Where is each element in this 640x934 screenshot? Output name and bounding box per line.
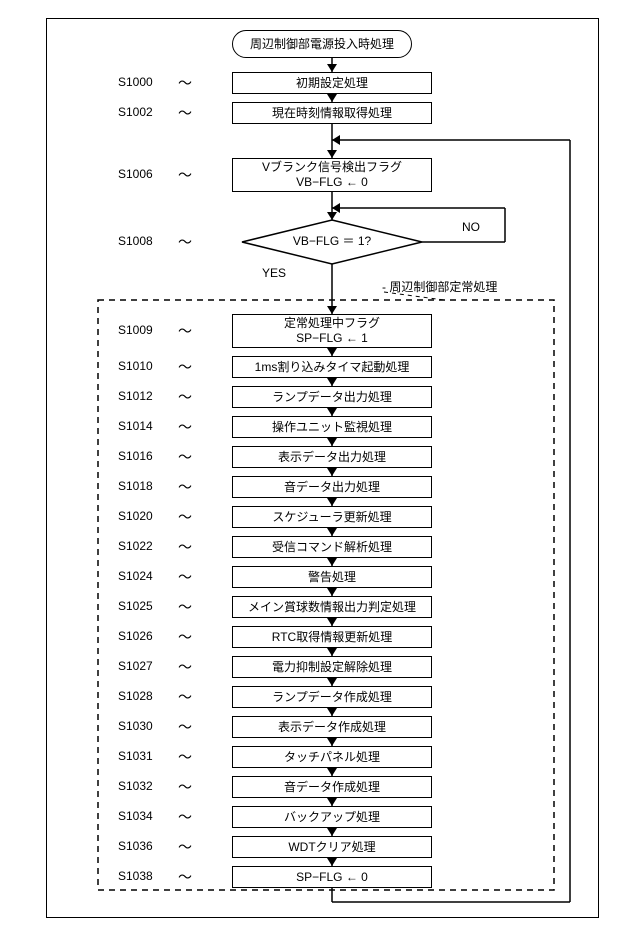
decision-no-label: NO [462, 220, 480, 234]
tilde-S1028: ～ [178, 687, 192, 707]
step-S1031: タッチパネル処理 [232, 746, 432, 768]
step-S1014: 操作ユニット監視処理 [232, 416, 432, 438]
step-label-S1026: S1026 [118, 629, 153, 643]
step-S1025: メイン賞球数情報出力判定処理 [232, 596, 432, 618]
tilde-S1014: ～ [178, 417, 192, 437]
step-S1026: RTC取得情報更新処理 [232, 626, 432, 648]
svg-text:VB−FLG ＝ 1?: VB−FLG ＝ 1? [293, 234, 372, 248]
tilde-S1034: ～ [178, 807, 192, 827]
step-S1009: 定常処理中フラグ SP−FLG ← 1 [232, 314, 432, 348]
tilde-S1016: ～ [178, 447, 192, 467]
step-S1012: ランプデータ出力処理 [232, 386, 432, 408]
tilde-S1031: ～ [178, 747, 192, 767]
tilde-S1025: ～ [178, 597, 192, 617]
step-label-S1008: S1008 [118, 234, 153, 248]
step-label-S1010: S1010 [118, 359, 153, 373]
tilde-S1000: ～ [178, 73, 192, 93]
tilde-S1018: ～ [178, 477, 192, 497]
tilde-S1032: ～ [178, 777, 192, 797]
tilde-S1006: ～ [178, 165, 192, 185]
step-label-S1034: S1034 [118, 809, 153, 823]
step-label-S1038: S1038 [118, 869, 153, 883]
tilde-S1027: ～ [178, 657, 192, 677]
step-S1018: 音データ出力処理 [232, 476, 432, 498]
tilde-S1036: ～ [178, 837, 192, 857]
tilde-S1024: ～ [178, 567, 192, 587]
tilde-S1026: ～ [178, 627, 192, 647]
step-S1002: 現在時刻情報取得処理 [232, 102, 432, 124]
tilde-S1010: ～ [178, 357, 192, 377]
step-S1032: 音データ作成処理 [232, 776, 432, 798]
step-label-S1031: S1031 [118, 749, 153, 763]
step-label-S1030: S1030 [118, 719, 153, 733]
step-label-S1009: S1009 [118, 323, 153, 337]
step-S1034: バックアップ処理 [232, 806, 432, 828]
step-label-S1000: S1000 [118, 75, 153, 89]
tilde-S1030: ～ [178, 717, 192, 737]
tilde-S1002: ～ [178, 103, 192, 123]
step-label-S1036: S1036 [118, 839, 153, 853]
tilde-S1009: ～ [178, 321, 192, 341]
region-label: - 周辺制御部定常処理 [382, 278, 497, 295]
step-label-S1014: S1014 [118, 419, 153, 433]
step-label-S1027: S1027 [118, 659, 153, 673]
step-S1006: Vブランク信号検出フラグ VB−FLG ← 0 [232, 158, 432, 192]
step-S1036: WDTクリア処理 [232, 836, 432, 858]
step-label-S1002: S1002 [118, 105, 153, 119]
step-S1027: 電力抑制設定解除処理 [232, 656, 432, 678]
step-S1024: 警告処理 [232, 566, 432, 588]
step-label-S1025: S1025 [118, 599, 153, 613]
tilde-S1038: ～ [178, 867, 192, 887]
step-label-S1020: S1020 [118, 509, 153, 523]
step-label-S1018: S1018 [118, 479, 153, 493]
step-label-S1032: S1032 [118, 779, 153, 793]
step-S1038: SP−FLG ← 0 [232, 866, 432, 888]
step-S1016: 表示データ出力処理 [232, 446, 432, 468]
step-label-S1022: S1022 [118, 539, 153, 553]
tilde-S1012: ～ [178, 387, 192, 407]
tilde-S1020: ～ [178, 507, 192, 527]
tilde-S1008: ～ [178, 232, 192, 252]
tilde-S1022: ～ [178, 537, 192, 557]
step-S1020: スケジューラ更新処理 [232, 506, 432, 528]
step-label-S1028: S1028 [118, 689, 153, 703]
step-S1028: ランプデータ作成処理 [232, 686, 432, 708]
decision-yes-label: YES [262, 266, 286, 280]
step-S1010: 1ms割り込みタイマ起動処理 [232, 356, 432, 378]
step-label-S1016: S1016 [118, 449, 153, 463]
step-S1030: 表示データ作成処理 [232, 716, 432, 738]
step-label-S1012: S1012 [118, 389, 153, 403]
step-S1000: 初期設定処理 [232, 72, 432, 94]
step-label-S1024: S1024 [118, 569, 153, 583]
step-S1022: 受信コマンド解析処理 [232, 536, 432, 558]
terminator-start: 周辺制御部電源投入時処理 [232, 30, 412, 58]
step-label-S1006: S1006 [118, 167, 153, 181]
